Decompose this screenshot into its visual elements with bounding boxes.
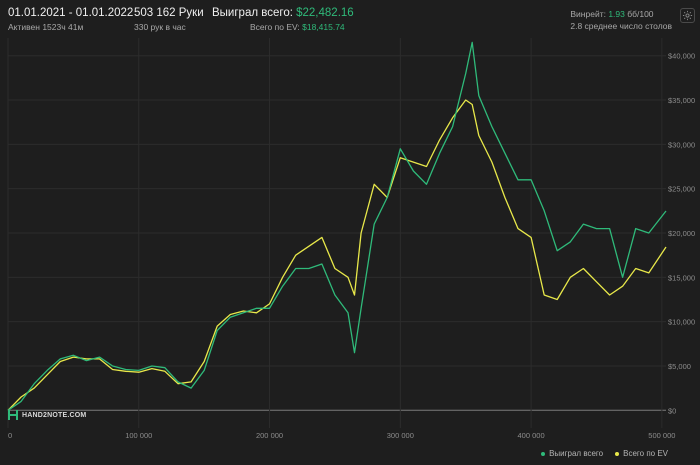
legend-dot-ev xyxy=(615,451,620,456)
y-axis-labels: $40,000 $35,000 $30,000 $25,000 $20,000 $15,0… xyxy=(668,52,695,416)
period-stat: 01.01.2021 - 01.01.2022 Активен 1523ч 41… xyxy=(8,7,133,32)
won-value: $22,482.16 xyxy=(296,7,354,19)
won-label: Выиграл всего: xyxy=(212,7,293,19)
legend-item-won[interactable]: Выиграл всего xyxy=(541,449,603,458)
ev-label: Всего по EV: xyxy=(250,22,300,32)
y-tick-label: $35,000 xyxy=(668,96,695,105)
logo-text: HAND2NOTE.COM xyxy=(22,411,87,419)
winrate-label: Винрейт: xyxy=(570,9,606,19)
y-tick-label: $10,000 xyxy=(668,318,695,327)
x-tick-label: 0 xyxy=(8,431,12,440)
y-tick-label: $0 xyxy=(668,406,676,415)
series-lines xyxy=(7,41,667,411)
x-tick-label: 400 000 xyxy=(518,431,545,440)
settings-button[interactable] xyxy=(680,8,695,23)
legend-label-ev: Всего по EV xyxy=(623,449,668,458)
hands-stat: 503 162 Руки 330 рук в час xyxy=(134,7,204,32)
x-tick-label: 200 000 xyxy=(256,431,283,440)
series-line-ev xyxy=(7,99,667,411)
legend-item-ev[interactable]: Всего по EV xyxy=(615,449,668,458)
logo: HAND2NOTE.COM xyxy=(8,409,86,421)
avg-tables: 2.8 среднее число столов xyxy=(570,21,672,31)
winrate-panel: Винрейт: 1.93 бб/100 2.8 среднее число с… xyxy=(570,8,672,32)
x-tick-label: 500 000 xyxy=(648,431,675,440)
legend-label-won: Выиграл всего xyxy=(549,449,604,458)
period-range: 01.01.2021 - 01.01.2022 xyxy=(8,7,134,19)
legend-dot-won xyxy=(541,451,546,456)
won-stat: Выиграл всего: $22,482.16 Всего по EV: $… xyxy=(212,7,354,32)
hands-per-hour: 330 рук в час xyxy=(134,22,186,32)
winrate-unit: бб/100 xyxy=(627,9,654,19)
y-tick-label: $5,000 xyxy=(668,362,691,371)
hands-count: 503 162 Руки xyxy=(134,7,204,19)
grid xyxy=(7,38,666,428)
x-tick-label: 100 000 xyxy=(125,431,152,440)
y-tick-label: $25,000 xyxy=(668,185,695,194)
x-axis-labels: 0 100 000 200 000 300 000 400 000 500 000 xyxy=(8,431,675,440)
y-tick-label: $20,000 xyxy=(668,229,695,238)
hand2note-logo-icon xyxy=(8,410,18,420)
y-tick-label: $40,000 xyxy=(668,52,695,61)
active-time: Активен 1523ч 41м xyxy=(8,22,84,32)
x-tick-label: 300 000 xyxy=(387,431,414,440)
ev-value: $18,415.74 xyxy=(302,22,345,32)
winrate-value: 1.93 xyxy=(608,9,625,19)
y-tick-label: $15,000 xyxy=(668,273,695,282)
series-line-won xyxy=(7,41,667,411)
y-tick-label: $30,000 xyxy=(668,140,695,149)
gear-icon xyxy=(682,10,693,21)
legend: Выиграл всего Всего по EV xyxy=(541,449,668,458)
